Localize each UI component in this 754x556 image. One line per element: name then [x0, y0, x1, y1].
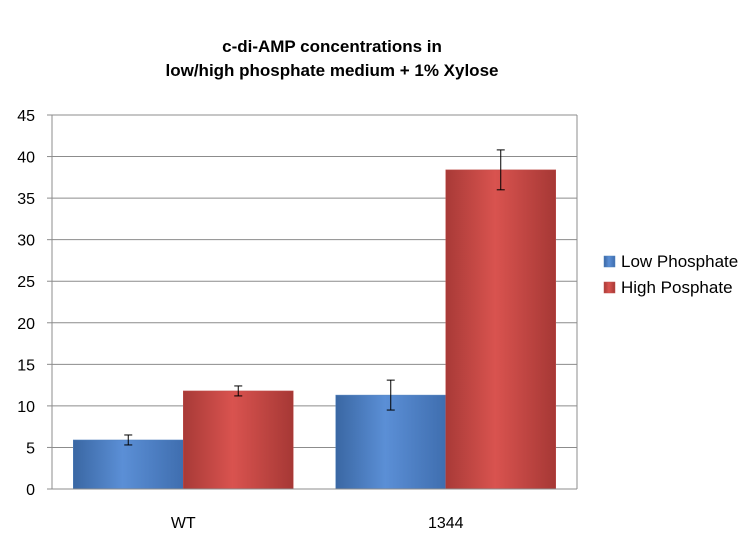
bar-low-phosphate-wt	[73, 439, 184, 490]
error-bar	[124, 434, 133, 446]
legend-swatch	[603, 281, 616, 294]
y-tick-label: 35	[17, 191, 35, 208]
legend-swatch	[603, 255, 616, 268]
bars	[73, 169, 556, 490]
y-tick-label: 30	[17, 233, 35, 250]
y-tick-label: 10	[17, 399, 35, 416]
legend-label: Low Phosphate	[621, 252, 738, 271]
error-bars	[124, 149, 505, 446]
x-tick-label: 1344	[428, 515, 464, 532]
error-bar	[386, 379, 395, 411]
legend: Low Phosphate High Posphate	[603, 252, 738, 297]
y-tick-label: 40	[17, 150, 35, 167]
y-tick-label: 25	[17, 274, 35, 291]
y-tick-label: 5	[26, 440, 35, 457]
chart-title-line-2: low/high phosphate medium + 1% Xylose	[166, 61, 499, 80]
bar-low-phosphate-1344	[335, 394, 446, 490]
x-axis: WT 1344	[52, 488, 577, 532]
legend-item: High Posphate	[603, 278, 733, 297]
y-tick-label: 20	[17, 316, 35, 333]
y-tick-label: 15	[17, 357, 35, 374]
bar-high-phosphate-1344	[445, 169, 556, 490]
x-tick-label: WT	[171, 515, 196, 532]
chart-title: c-di-AMP concentrations in low/high phos…	[166, 37, 499, 80]
error-bar	[496, 149, 505, 191]
y-tick-label: 0	[26, 482, 35, 499]
chart-title-line-1: c-di-AMP concentrations in	[222, 37, 442, 56]
legend-item: Low Phosphate	[603, 252, 738, 271]
y-tick-label: 45	[17, 108, 35, 125]
y-axis: 0 5 10 15 20 25 30 35 40 45	[17, 108, 53, 499]
error-bar	[234, 385, 243, 397]
legend-label: High Posphate	[621, 278, 733, 297]
bar-high-phosphate-wt	[183, 390, 294, 490]
